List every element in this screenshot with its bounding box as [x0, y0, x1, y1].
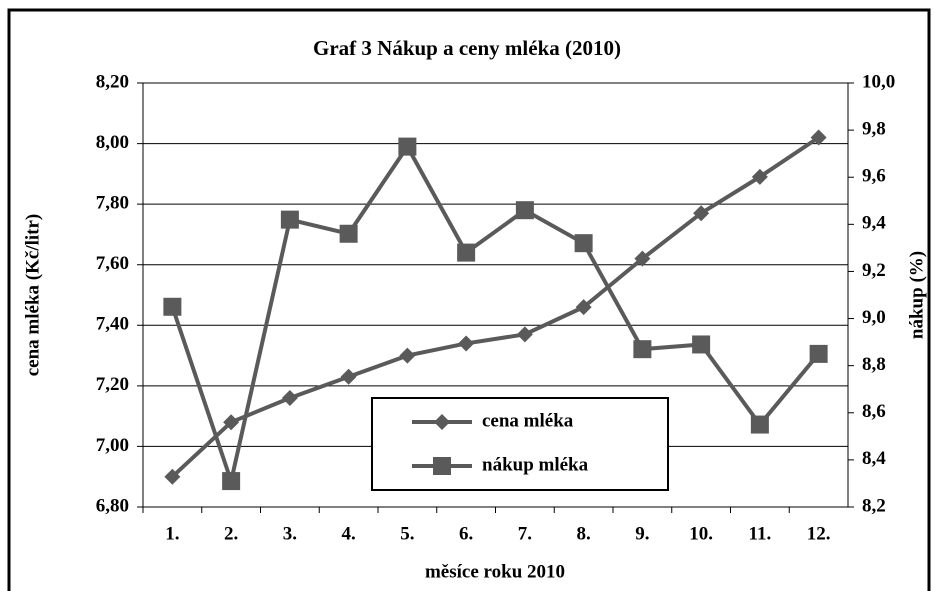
- series-marker: [340, 368, 357, 385]
- series-marker: [575, 299, 592, 316]
- legend-marker: [433, 457, 451, 475]
- series-marker: [692, 335, 711, 354]
- x-tick-label: 3.: [283, 523, 297, 544]
- y-tick-label: 8,00: [96, 132, 129, 153]
- x-tick-label: 1.: [165, 523, 179, 544]
- series-line: [170, 142, 821, 489]
- y2-tick-label: 9,8: [862, 118, 886, 139]
- series-marker: [222, 472, 241, 491]
- series-line: [171, 135, 820, 479]
- y2-axis-title: nákup (%): [906, 251, 927, 339]
- y-tick-label: 6,80: [96, 495, 129, 516]
- series-marker: [809, 344, 828, 363]
- y2-tick-label: 9,4: [862, 213, 886, 234]
- x-tick-label: 8.: [577, 523, 591, 544]
- series-marker: [163, 297, 182, 316]
- series-marker: [634, 250, 651, 267]
- y2-tick-label: 8,2: [862, 495, 886, 516]
- series-marker: [164, 468, 181, 485]
- series-marker: [750, 415, 769, 434]
- series-marker: [516, 326, 533, 343]
- series-marker: [751, 168, 768, 185]
- series-marker: [458, 335, 475, 352]
- series-marker: [515, 201, 534, 220]
- legend-label: nákup mléka: [482, 454, 589, 475]
- series-marker: [574, 234, 593, 253]
- y2-tick-label: 8,6: [862, 401, 886, 422]
- y-axis-title: cena mléka (Kč/litr): [22, 214, 43, 377]
- x-tick-label: 2.: [224, 523, 238, 544]
- series-marker: [398, 137, 417, 156]
- legend-marker: [434, 414, 450, 430]
- x-tick-label: 12.: [807, 523, 831, 544]
- y-tick-label: 7,40: [96, 314, 129, 335]
- y2-tick-label: 9,0: [862, 307, 886, 328]
- y2-tick-label: 10,0: [862, 71, 895, 92]
- y-tick-label: 7,20: [96, 374, 129, 395]
- legend-box: [371, 397, 669, 491]
- series-marker: [633, 340, 652, 359]
- x-tick-label: 11.: [749, 523, 772, 544]
- x-tick-label: 9.: [635, 523, 649, 544]
- y-tick-label: 7,00: [96, 435, 129, 456]
- series-marker: [693, 205, 710, 222]
- y-tick-label: 7,80: [96, 193, 129, 214]
- x-tick-label: 10.: [689, 523, 713, 544]
- legend-label: cena mléka: [482, 410, 574, 431]
- series-marker: [399, 347, 416, 364]
- x-tick-label: 7.: [518, 523, 532, 544]
- y2-tick-label: 8,4: [862, 448, 886, 469]
- y2-tick-label: 9,6: [862, 166, 886, 187]
- y-tick-label: 8,20: [96, 71, 129, 92]
- x-axis-title: měsíce roku 2010: [425, 561, 565, 582]
- x-tick-label: 5.: [400, 523, 414, 544]
- y2-tick-label: 9,2: [862, 260, 886, 281]
- chart-frame: [7, 8, 931, 591]
- y-tick-label: 7,60: [96, 253, 129, 274]
- series-marker: [281, 389, 298, 406]
- y2-tick-label: 8,8: [862, 354, 886, 375]
- x-tick-label: 6.: [459, 523, 473, 544]
- chart-title: Graf 3 Nákup a ceny mléka (2010): [313, 36, 621, 60]
- x-tick-label: 4.: [342, 523, 356, 544]
- series-marker: [810, 129, 827, 146]
- series-marker: [280, 210, 299, 229]
- series-marker: [457, 243, 476, 262]
- series-marker: [339, 224, 358, 243]
- series-marker: [223, 414, 240, 431]
